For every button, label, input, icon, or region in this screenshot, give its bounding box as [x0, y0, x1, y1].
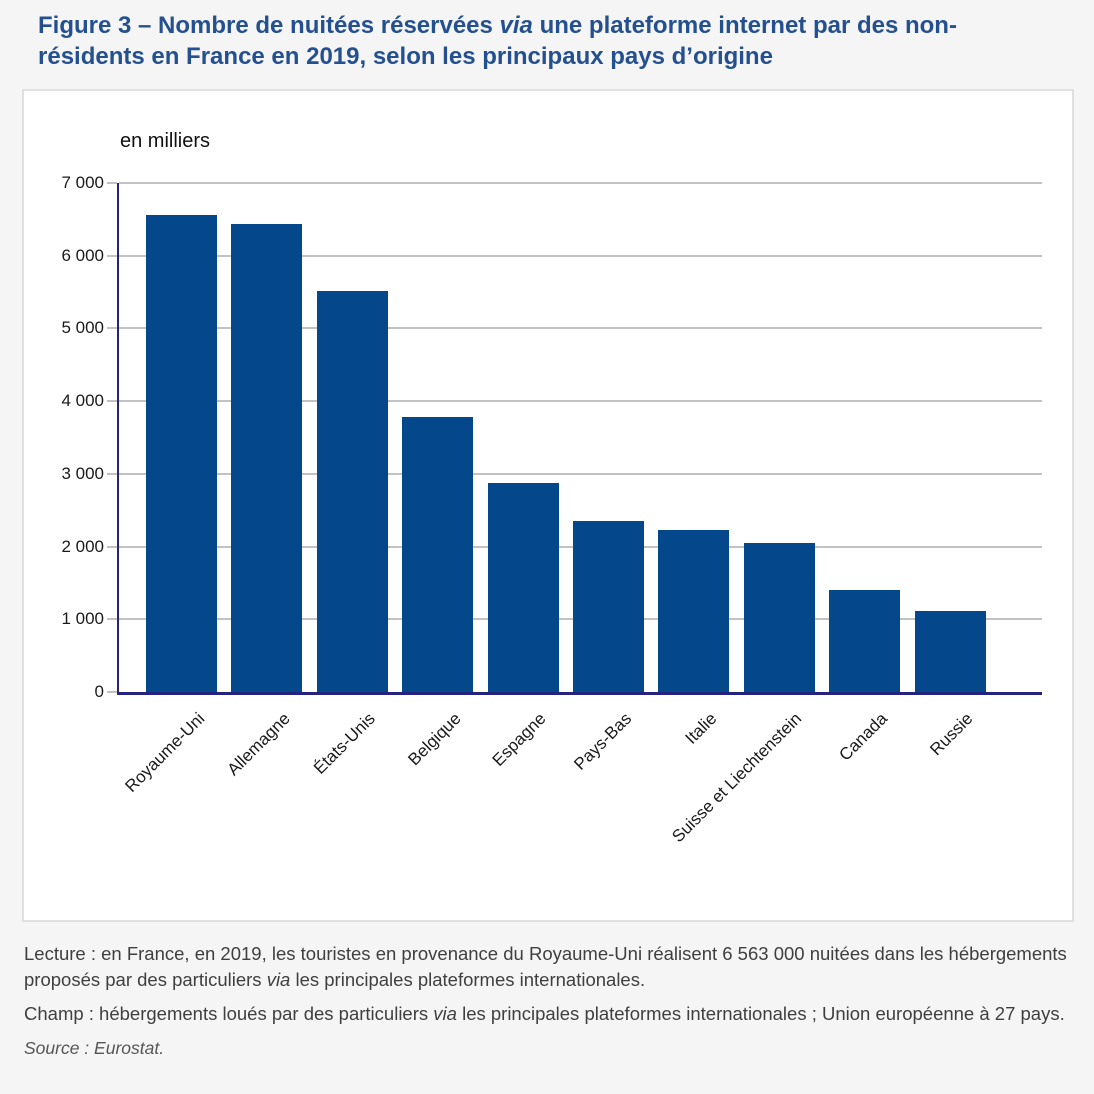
lecture-note: Lecture : en France, en 2019, les touris… [24, 941, 1074, 993]
x-category-label-royaume-uni: Royaume-Uni [121, 709, 208, 796]
figure-title: Figure 3 – Nombre de nuitées réservées v… [38, 10, 1056, 72]
gridline-7000 [119, 182, 1042, 184]
x-category-label-italie: Italie [681, 709, 721, 748]
y-tick-1000 [107, 618, 117, 621]
bar-etats-unis [316, 290, 388, 692]
bar-pays-bas [573, 521, 644, 692]
y-tick-label-0: 0 [94, 682, 104, 701]
y-tick-label-7000: 7 000 [61, 173, 104, 192]
y-tick-label-6000: 6 000 [61, 245, 104, 265]
gridline-5000 [119, 327, 1042, 330]
gridline-6000 [119, 254, 1042, 257]
bar-allemagne [231, 223, 303, 692]
bar-chart-plot-area: Royaume-Uni Allemagne États-Unis Belgique Es… [107, 182, 1042, 846]
y-tick-label-1000: 1 000 [61, 609, 104, 629]
source-note: Source : Eurostat. [24, 1038, 165, 1058]
bar-royaume-uni [146, 214, 217, 692]
champ-note-text-end: les principales plateformes internationa… [456, 1003, 1065, 1024]
figure-title-text-end: une plateforme internet par des non-rési… [38, 12, 957, 70]
x-category-label-allemagne: Allemagne [223, 709, 294, 780]
y-tick-0 [107, 691, 117, 693]
figure-notes: Lecture : en France, en 2019, les touris… [24, 941, 1074, 1069]
gridline-3000 [119, 472, 1042, 475]
bar-canada [829, 590, 901, 692]
x-category-label-pays-bas: Pays-Bas [570, 709, 635, 774]
y-tick-5000 [107, 327, 117, 330]
bar-belgique [402, 417, 474, 692]
x-category-label-belgique: Belgique [403, 709, 465, 770]
y-tick-2000 [107, 545, 117, 548]
y-tick-3000 [107, 472, 117, 475]
bar-russie [914, 610, 986, 692]
lecture-note-text-end: les principales plateformes internationa… [290, 969, 646, 990]
y-tick-4000 [107, 400, 117, 403]
figure-title-text: Figure 3 – Nombre de nuitées réservées [38, 12, 500, 39]
y-axis-unit-label: en milliers [120, 130, 211, 152]
x-category-label-russie: Russie [926, 709, 977, 760]
champ-note-text: Champ : hébergements loués par des parti… [24, 1003, 434, 1024]
chart-panel: en milliers Royaume-Uni Allemagne États-Un… [22, 89, 1074, 922]
figure-title-italic-via: via [499, 12, 533, 39]
champ-note-italic-via: via [433, 1003, 457, 1024]
y-tick-label-3000: 3 000 [61, 463, 104, 483]
y-tick-label-2000: 2 000 [61, 536, 104, 556]
bar-italie [658, 529, 730, 692]
bar-espagne [487, 483, 559, 692]
x-category-label-canada: Canada [835, 709, 892, 765]
lecture-note-text: Lecture : en France, en 2019, les touris… [24, 943, 1067, 990]
y-tick-7000 [107, 182, 117, 184]
y-tick-label-5000: 5 000 [61, 318, 104, 338]
x-category-label-etats-unis: États-Unis [309, 709, 379, 778]
champ-note: Champ : hébergements loués par des parti… [24, 1001, 1074, 1027]
y-tick-label-4000: 4 000 [61, 391, 104, 411]
x-category-label-espagne: Espagne [488, 709, 550, 770]
y-tick-6000 [107, 254, 117, 257]
lecture-note-italic-via: via [266, 969, 291, 990]
gridline-4000 [119, 400, 1042, 403]
bar-suisse-et-liechtenstein [743, 542, 815, 692]
